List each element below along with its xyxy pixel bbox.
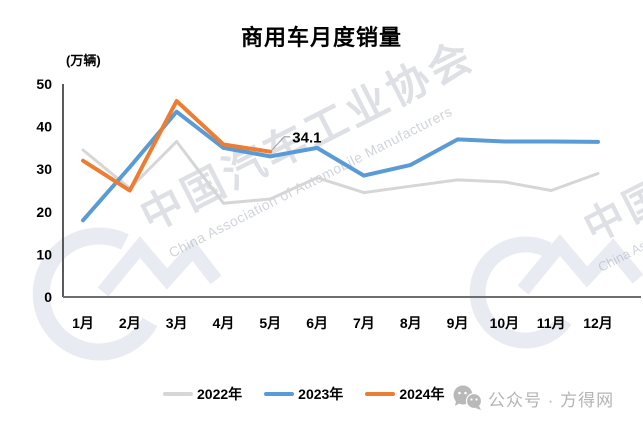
y-tick-label: 10: [36, 246, 52, 262]
watermark-cn-partial-text: 中国汽: [577, 152, 643, 251]
series-line-2024年: [81, 99, 273, 193]
y-tick-label: 40: [36, 119, 52, 135]
x-tick-label: 11月: [537, 315, 566, 331]
x-tick-label: 3月: [166, 315, 188, 331]
x-tick-label: 4月: [213, 315, 235, 331]
series-line-2022年: [81, 140, 600, 205]
legend-swatch: [264, 392, 295, 396]
wechat-account-label: 公众号 · 方得网: [488, 390, 615, 410]
legend-label: 2024年: [399, 386, 445, 402]
x-tick-label: 2月: [119, 315, 141, 331]
caam-logo-swoosh-icon: [32, 227, 158, 361]
caam-logo-m-icon: [97, 236, 222, 297]
x-tick-label: 7月: [353, 315, 375, 331]
annotation-layer: 34.1: [271, 130, 321, 151]
x-tick-label: 1月: [72, 315, 94, 331]
annotation-leader-line: [271, 136, 291, 151]
y-tick-label: 50: [36, 76, 52, 92]
wechat-icon: [453, 385, 483, 410]
y-axis-unit-label: (万辆): [66, 53, 101, 68]
x-tick-label: 6月: [306, 315, 328, 331]
x-tick-label: 9月: [447, 315, 469, 331]
x-tick-label: 8月: [400, 315, 422, 331]
legend-item-2024年: 2024年: [365, 384, 444, 404]
series-layer: [81, 99, 600, 223]
caam-logo-m-icon: [517, 234, 643, 295]
y-tick-label: 0: [44, 289, 52, 305]
chart-title: 商用车月度销量: [240, 25, 402, 50]
legend-label: 2022年: [197, 386, 243, 402]
x-tick-label: 10月: [490, 315, 520, 331]
y-tick-label: 30: [36, 161, 52, 177]
legend-swatch: [163, 392, 193, 396]
legend-label: 2023年: [298, 386, 344, 402]
y-tick-label: 20: [36, 204, 52, 220]
series-line-2023年: [81, 109, 600, 223]
legend-swatch: [365, 392, 396, 396]
legend-item-2022年: 2022年: [163, 384, 242, 404]
legend-item-2023年: 2023年: [264, 384, 343, 404]
caam-logo-swoosh-icon: [469, 236, 572, 349]
axis-labels: 0 10 20 30 40 50 1月 2月 3月 4月 5月 6月 7月 8月 9月 10月 11月 12月: [36, 76, 612, 331]
x-tick-label: 12月: [583, 315, 613, 331]
wechat-footer: 公众号 · 方得网: [451, 385, 614, 411]
chart-legend: 2022年 2023年 2024年: [163, 384, 444, 404]
annotation-label: 34.1: [292, 130, 321, 147]
x-tick-label: 5月: [259, 315, 281, 331]
